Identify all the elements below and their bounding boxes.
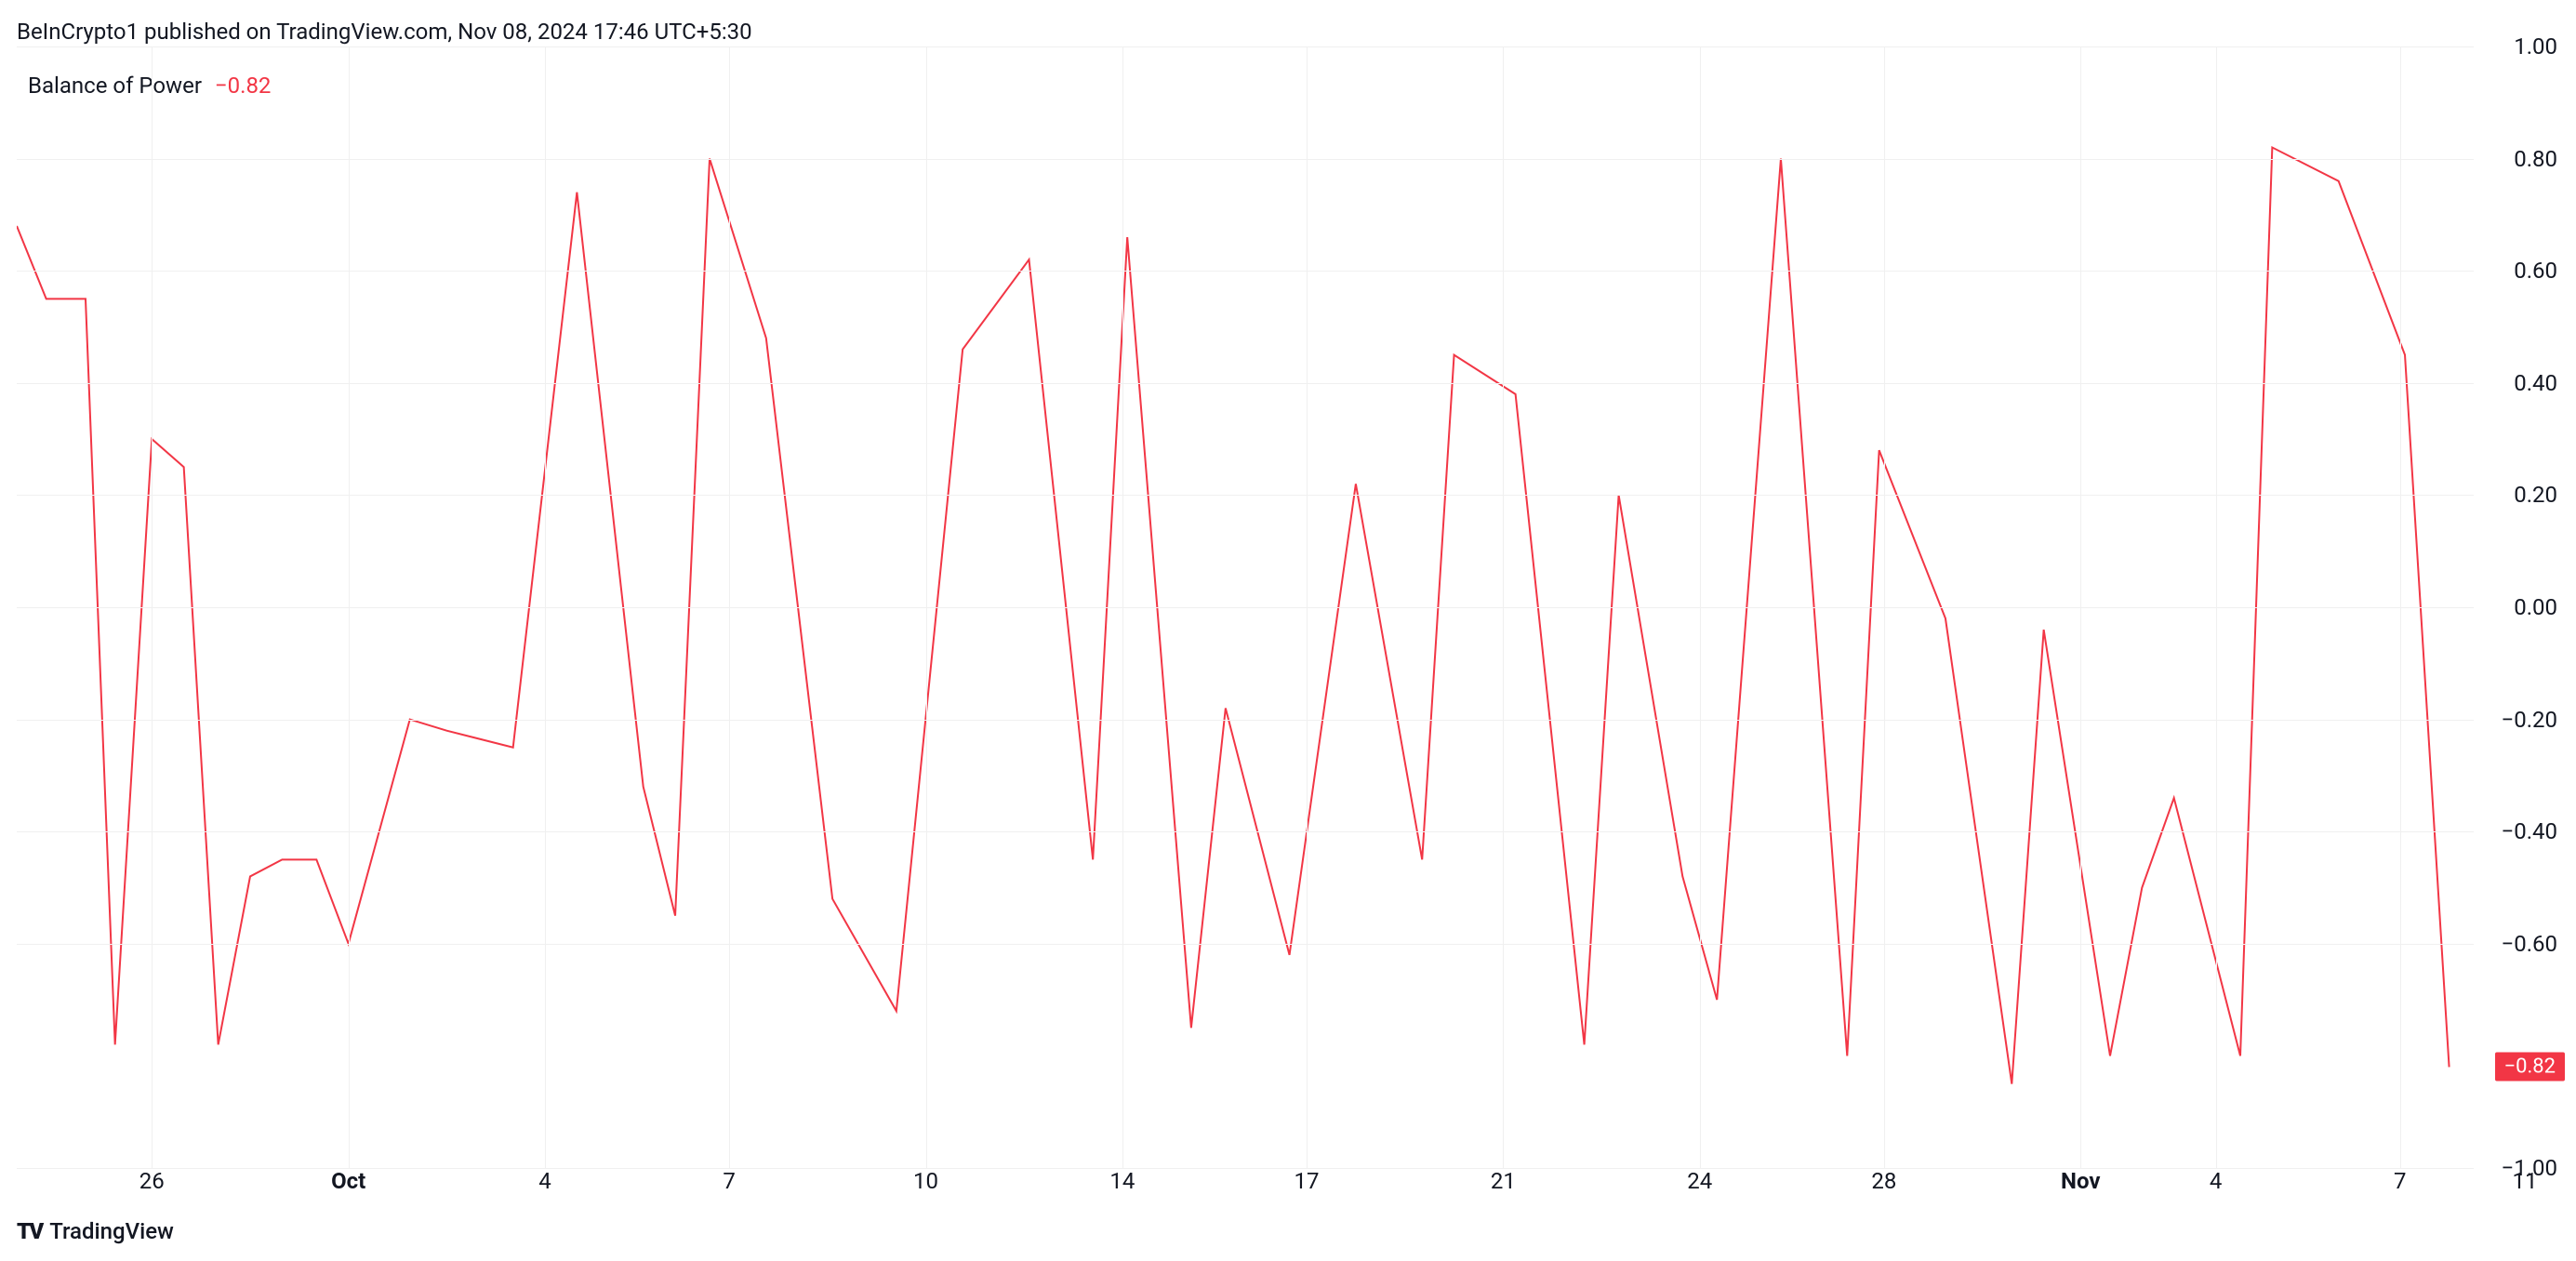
gridline-horizontal bbox=[17, 46, 2474, 47]
x-tick-label: 24 bbox=[1687, 1168, 1712, 1194]
gridline-vertical bbox=[1884, 46, 1885, 1168]
x-tick-label: 17 bbox=[1295, 1168, 1320, 1194]
y-axis: 1.000.800.600.400.200.00−0.20−0.40−0.60−… bbox=[2474, 46, 2576, 1168]
x-tick-label: 11 bbox=[2513, 1168, 2538, 1194]
x-tick-label: 4 bbox=[538, 1168, 551, 1194]
y-tick-label: 0.60 bbox=[2514, 258, 2557, 284]
x-axis: 26Oct47101417212428Nov4711 bbox=[17, 1168, 2474, 1205]
gridline-horizontal bbox=[17, 831, 2474, 832]
x-tick-label: Nov bbox=[2061, 1168, 2100, 1194]
gridline-vertical bbox=[1700, 46, 1701, 1168]
gridline-horizontal bbox=[17, 159, 2474, 160]
gridline-horizontal bbox=[17, 607, 2474, 608]
gridline-vertical bbox=[1122, 46, 1123, 1168]
y-tick-label: 0.20 bbox=[2514, 482, 2557, 508]
gridline-vertical bbox=[2080, 46, 2081, 1168]
y-tick-label: −0.20 bbox=[2501, 707, 2557, 733]
gridline-vertical bbox=[545, 46, 546, 1168]
gridline-vertical bbox=[1307, 46, 1308, 1168]
y-tick-label: 0.00 bbox=[2514, 594, 2557, 620]
tradingview-logo: T‎V TradingView bbox=[17, 1218, 174, 1244]
tradingview-logo-icon: T‎V bbox=[17, 1218, 42, 1244]
gridline-vertical bbox=[729, 46, 730, 1168]
gridline-horizontal bbox=[17, 495, 2474, 496]
gridline-vertical bbox=[1503, 46, 1504, 1168]
chart-plot-area[interactable] bbox=[17, 46, 2474, 1168]
gridline-vertical bbox=[926, 46, 927, 1168]
gridline-horizontal bbox=[17, 720, 2474, 721]
publish-info: BeInCrypto1 published on TradingView.com… bbox=[17, 19, 752, 45]
y-tick-label: −0.40 bbox=[2501, 818, 2557, 844]
gridline-vertical bbox=[2400, 46, 2401, 1168]
x-tick-label: 21 bbox=[1491, 1168, 1516, 1194]
y-tick-label: 1.00 bbox=[2514, 33, 2557, 60]
y-tick-label: 0.80 bbox=[2514, 146, 2557, 172]
gridline-vertical bbox=[2216, 46, 2217, 1168]
x-tick-label: 28 bbox=[1871, 1168, 1896, 1194]
y-tick-label: −0.60 bbox=[2501, 931, 2557, 957]
gridline-vertical bbox=[152, 46, 153, 1168]
gridline-horizontal bbox=[17, 271, 2474, 272]
y-tick-label: 0.40 bbox=[2514, 370, 2557, 396]
gridline-vertical bbox=[349, 46, 350, 1168]
x-tick-label: 10 bbox=[913, 1168, 938, 1194]
gridline-horizontal bbox=[17, 944, 2474, 945]
x-tick-label: 4 bbox=[2210, 1168, 2223, 1194]
x-tick-label: 7 bbox=[723, 1168, 736, 1194]
gridline-horizontal bbox=[17, 383, 2474, 384]
x-tick-label: Oct bbox=[331, 1168, 365, 1194]
x-tick-label: 14 bbox=[1109, 1168, 1135, 1194]
x-tick-label: 7 bbox=[2394, 1168, 2407, 1194]
x-tick-label: 26 bbox=[139, 1168, 165, 1194]
tradingview-logo-text: TradingView bbox=[49, 1218, 174, 1244]
current-value-badge: −0.82 bbox=[2495, 1053, 2565, 1082]
